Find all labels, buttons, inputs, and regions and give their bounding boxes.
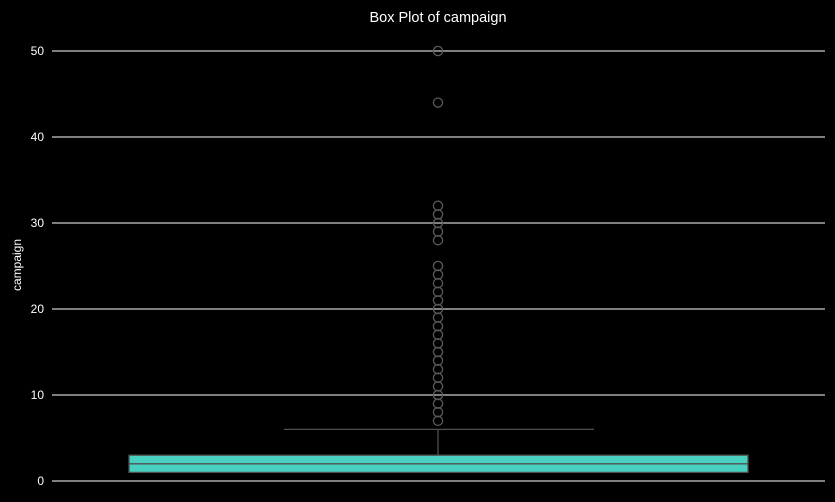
outlier-point: [432, 45, 444, 57]
y-tick-label: 50: [31, 44, 45, 58]
outlier-point: [432, 200, 444, 212]
y-axis-label: campaign: [10, 239, 24, 291]
grid-lines: [52, 50, 825, 482]
y-tick-label: 0: [37, 474, 44, 488]
plot-area: [128, 45, 749, 474]
y-tick-label: 20: [31, 302, 45, 316]
outlier-point: [432, 260, 444, 272]
y-tick-label: 30: [31, 216, 45, 230]
chart-title: Box Plot of campaign: [369, 10, 506, 26]
outlier-point: [432, 97, 444, 108]
y-tick-label: 40: [31, 130, 45, 144]
y-axis-ticks: 0 10 20 30 40 50: [31, 44, 45, 488]
y-tick-label: 10: [31, 388, 45, 402]
